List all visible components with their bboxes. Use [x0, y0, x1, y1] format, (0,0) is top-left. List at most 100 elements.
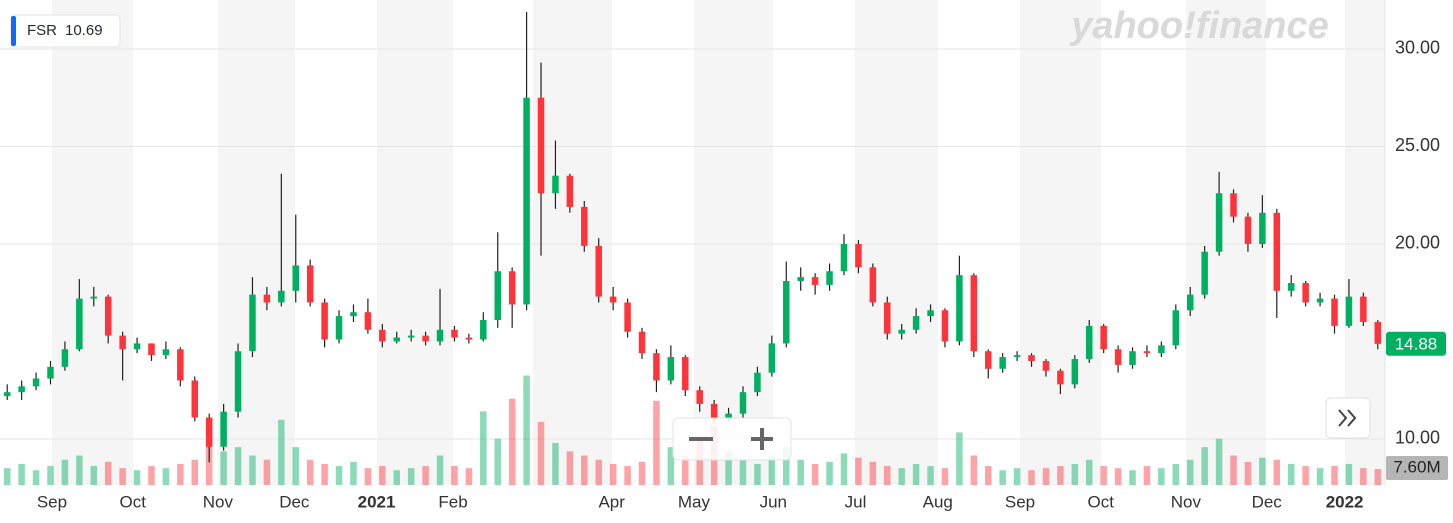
volume-bar [292, 447, 300, 485]
scroll-bg[interactable] [1325, 397, 1371, 439]
volume-bar [249, 455, 256, 485]
volume-bar [436, 455, 444, 485]
candle-body [811, 277, 819, 285]
candle-body [18, 386, 25, 393]
watermark: yahoo!finance [1069, 5, 1329, 47]
candle-body [1129, 351, 1136, 365]
candle-body [1360, 296, 1367, 322]
x-tick-label: May [678, 492, 711, 511]
candle-body [61, 349, 69, 367]
volume-bar [1259, 457, 1266, 485]
candle-body [710, 403, 718, 420]
candle-body [941, 310, 949, 342]
candle-body [985, 351, 992, 369]
symbol-value: 10.69 [65, 22, 103, 39]
zoom-control [672, 417, 792, 461]
volume-bar [379, 466, 386, 485]
volume-bar [47, 466, 54, 485]
candle-body [624, 302, 631, 332]
x-tick-label: 2021 [358, 492, 396, 511]
candle-body [480, 320, 487, 340]
volume-bar [494, 438, 501, 485]
candle-body [292, 265, 300, 291]
candle-body [119, 335, 126, 350]
volume-bar [869, 461, 877, 485]
volume-bar [90, 466, 98, 485]
volume-bar [638, 461, 646, 485]
volume-bar [465, 468, 473, 485]
volume-bar [840, 453, 848, 485]
volume-bar [566, 451, 574, 485]
x-tick-label: Sep [37, 492, 67, 511]
candle-body [191, 380, 199, 418]
volume-bar [306, 459, 314, 485]
month-band [694, 0, 773, 485]
volume-bar [1273, 459, 1281, 485]
last-price-tag [1386, 331, 1446, 356]
candle-body [523, 97, 530, 305]
volume-bar [350, 461, 357, 485]
candle-body [1259, 212, 1266, 244]
volume-bar [783, 447, 790, 485]
volume-bar [321, 463, 328, 485]
candle-body [638, 331, 646, 354]
volume-bar [393, 470, 400, 485]
month-band [1020, 0, 1101, 485]
x-tick-label: Sep [1005, 492, 1035, 511]
candle-body [451, 329, 458, 338]
volume-bar [220, 451, 227, 485]
volume-bar [1028, 470, 1035, 485]
candles [3, 11, 1382, 463]
candle-body [1042, 360, 1050, 371]
scroll-icon[interactable] [1338, 409, 1357, 427]
volume-bar [133, 470, 141, 485]
last-price: 14.88 [1395, 334, 1438, 353]
candle-body [436, 329, 444, 342]
candle-body [494, 271, 501, 321]
volume-bar [768, 455, 776, 485]
candle-body [1287, 282, 1295, 291]
volume-bar [1345, 463, 1353, 485]
candle-body [566, 175, 574, 207]
x-tick-label: Oct [1088, 492, 1115, 511]
volume-bar [898, 468, 905, 485]
volume-bar [1201, 447, 1208, 485]
x-tick-label: Aug [923, 492, 953, 511]
volume-bar [1085, 459, 1093, 485]
volume-bar [739, 459, 747, 485]
candle-body [249, 294, 256, 352]
candle-body [1230, 193, 1237, 217]
volume-bar [999, 470, 1006, 485]
candle-body [1273, 212, 1281, 291]
candle-body [1244, 216, 1252, 244]
candle-body [1143, 351, 1151, 354]
volume-bar [263, 459, 271, 485]
candle-body [407, 335, 415, 338]
month-band [52, 0, 133, 485]
x-tick-label: 2022 [1326, 492, 1364, 511]
symbol-box: FSR 10.69 [10, 14, 121, 48]
candle-body [783, 281, 790, 344]
volume-bar [18, 463, 25, 485]
month-bands [52, 0, 1385, 485]
volume-bar [523, 375, 530, 485]
volume-bar [104, 461, 112, 485]
x-tick-label: Apr [598, 492, 625, 511]
candle-body [1215, 193, 1223, 252]
candle-body [552, 175, 559, 194]
volume-bar [1057, 466, 1064, 485]
scroll-button[interactable] [1325, 397, 1371, 439]
candle-body [90, 296, 98, 299]
candle-body [422, 335, 429, 342]
volume-bar [682, 455, 689, 485]
candle-body [393, 337, 400, 342]
volume-bar [148, 466, 155, 485]
volume-bar [119, 468, 126, 485]
candle-body [234, 351, 242, 412]
candle-body [220, 411, 227, 447]
candle-body [667, 357, 675, 381]
candle-body [898, 329, 905, 334]
volume-bar [205, 442, 213, 485]
candle-body [768, 343, 776, 373]
